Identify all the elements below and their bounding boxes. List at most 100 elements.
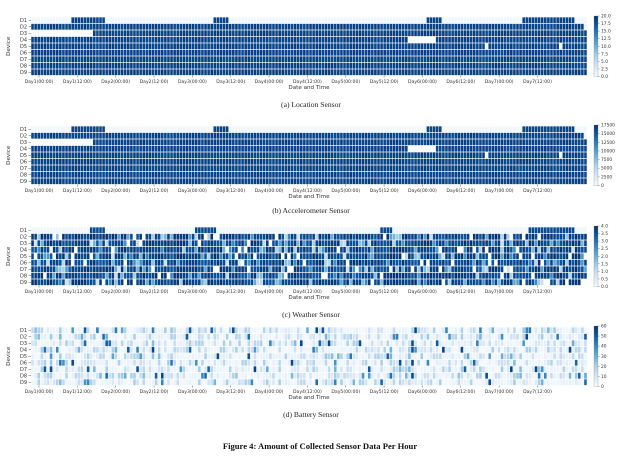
heatmap-cell [500, 126, 504, 133]
heatmap-cell [367, 145, 371, 152]
heatmap-cell [80, 233, 84, 240]
device-tick-label: D5 [20, 254, 27, 260]
heatmap-cell [574, 178, 578, 185]
heatmap-cell [253, 139, 257, 146]
heatmap-cell [210, 152, 213, 159]
heatmap-cell [398, 30, 402, 37]
heatmap-cell [556, 233, 559, 240]
heatmap-cell [262, 23, 266, 30]
heatmap-cell [151, 69, 155, 76]
heatmap-cell [244, 132, 247, 139]
heatmap-cell [228, 279, 232, 286]
heatmap-cell [222, 30, 226, 37]
heatmap-cell [442, 272, 445, 279]
heatmap-cell [278, 139, 281, 146]
heatmap-cell [219, 139, 223, 146]
heatmap-cell [309, 165, 312, 172]
heatmap-cell [89, 17, 93, 24]
heatmap-cell [40, 272, 44, 279]
heatmap-cell [327, 132, 331, 139]
heatmap-cell [290, 178, 294, 185]
heatmap-cell [188, 62, 192, 69]
heatmap-cell [367, 272, 371, 279]
heatmap-cell [296, 178, 300, 185]
heatmap-cell [414, 132, 417, 139]
heatmap-cell [448, 49, 451, 56]
heatmap-cell [408, 145, 411, 152]
heatmap-cell [352, 126, 356, 133]
x-tick-label: Day6(12:00) [446, 289, 475, 295]
heatmap-cell [269, 145, 272, 152]
heatmap-cell [321, 69, 325, 76]
heatmap-cell [559, 62, 563, 69]
heatmap-cell [408, 23, 411, 30]
heatmap-cell [247, 62, 251, 69]
heatmap-cell [198, 62, 201, 69]
heatmap-cell [204, 240, 207, 247]
heatmap-cell [216, 227, 220, 234]
heatmap-cell [238, 23, 241, 30]
heatmap-cell [398, 259, 402, 266]
heatmap-cell [151, 43, 155, 50]
heatmap-cell [111, 62, 115, 69]
heatmap-cell [571, 233, 575, 240]
heatmap-cell [40, 178, 44, 185]
heatmap-cell [210, 36, 213, 43]
heatmap-cell [386, 165, 390, 172]
heatmap-cell [281, 152, 285, 159]
heatmap-cell [179, 23, 183, 30]
heatmap-cell [157, 145, 161, 152]
heatmap-cell [309, 30, 312, 37]
heatmap-cell [494, 126, 498, 133]
heatmap-cell [157, 126, 161, 133]
heatmap-cell [96, 253, 99, 260]
heatmap-cell [204, 145, 207, 152]
heatmap-cell [123, 171, 127, 178]
heatmap-cell [40, 56, 44, 63]
heatmap-cell [355, 253, 359, 260]
heatmap-cell [494, 56, 498, 63]
heatmap-cell [296, 30, 300, 37]
heatmap-cell [210, 165, 213, 172]
heatmap-cell [185, 56, 189, 63]
heatmap-cell [479, 43, 482, 50]
heatmap-cell [244, 253, 247, 260]
heatmap-cell [460, 17, 464, 24]
heatmap-cell [179, 233, 183, 240]
heatmap-cell [438, 30, 442, 37]
heatmap-cell [445, 253, 448, 260]
heatmap-cell [392, 152, 396, 159]
heatmap-cell [157, 165, 161, 172]
heatmap-cell [544, 266, 547, 273]
heatmap-cell [392, 165, 396, 172]
heatmap-cell [225, 43, 229, 50]
device-tick-label: D1 [20, 18, 27, 24]
heatmap-cell [463, 132, 467, 139]
heatmap-cell [31, 132, 34, 139]
heatmap-cell [482, 30, 485, 37]
heatmap-cell [414, 23, 417, 30]
heatmap-cell [68, 279, 71, 286]
heatmap-cell [364, 49, 368, 56]
heatmap-cell [577, 246, 581, 253]
heatmap-cell [154, 132, 158, 139]
heatmap-cell [250, 272, 254, 279]
heatmap-cell [513, 145, 516, 152]
heatmap-cell [68, 259, 71, 266]
heatmap-cell [315, 145, 319, 152]
heatmap-cell [420, 30, 424, 37]
heatmap-cell [182, 49, 186, 56]
heatmap-cell [185, 279, 189, 286]
heatmap-cell [420, 23, 424, 30]
heatmap-cell [352, 240, 356, 247]
heatmap-cell [120, 62, 124, 69]
heatmap-cell [68, 17, 71, 24]
heatmap-cell [466, 17, 470, 24]
heatmap-cell [411, 171, 414, 178]
heatmap-cell [160, 69, 164, 76]
heatmap-cell [371, 139, 374, 146]
heatmap-cell [324, 17, 328, 24]
heatmap-cell [117, 132, 121, 139]
heatmap-cell [269, 266, 272, 273]
heatmap-cell [435, 178, 439, 185]
